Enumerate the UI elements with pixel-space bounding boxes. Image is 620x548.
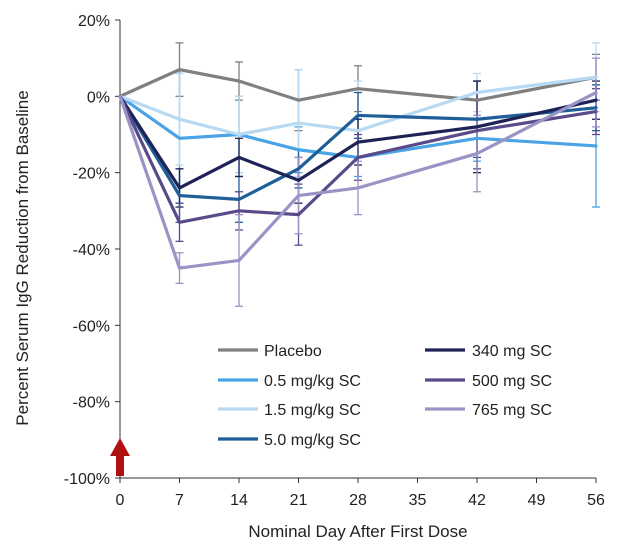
data-point: [237, 197, 241, 201]
data-point: [356, 140, 360, 144]
y-tick-label: 0%: [87, 89, 110, 106]
data-point: [237, 79, 241, 83]
data-point: [594, 91, 598, 95]
data-point: [178, 117, 181, 121]
data-point: [297, 178, 300, 182]
legend-item: Placebo: [218, 343, 322, 360]
data-point: [594, 110, 598, 114]
data-point: [237, 155, 241, 159]
legend-item: 500 mg SC: [425, 373, 552, 390]
legend-label: 0.5 mg/kg SC: [264, 373, 361, 390]
data-point: [475, 117, 479, 121]
data-point: [297, 213, 300, 217]
x-tick-label: 56: [587, 492, 605, 509]
y-tick-label: -100%: [64, 471, 110, 488]
data-point: [356, 186, 360, 190]
legend-label: 5.0 mg/kg SC: [264, 432, 361, 449]
legend-item: 1.5 mg/kg SC: [218, 402, 361, 419]
data-point: [594, 98, 598, 102]
data-point: [237, 133, 241, 136]
x-tick-label: 42: [468, 492, 486, 509]
data-point: [356, 113, 360, 117]
data-point: [297, 98, 300, 102]
legend-label: 340 mg SC: [472, 343, 552, 360]
y-tick-label: -80%: [73, 395, 110, 412]
y-tick-label: 20%: [78, 13, 110, 30]
data-point: [237, 258, 241, 262]
legend-item: 5.0 mg/kg SC: [218, 432, 361, 449]
data-point: [475, 125, 479, 129]
data-point: [178, 186, 181, 190]
x-tick-label: 49: [528, 492, 546, 509]
data-point: [297, 194, 300, 198]
legend-label: 1.5 mg/kg SC: [264, 402, 361, 419]
data-point: [297, 148, 300, 152]
x-tick-label: 28: [349, 492, 367, 509]
data-point: [594, 144, 598, 148]
legend-item: 0.5 mg/kg SC: [218, 373, 361, 390]
data-point: [594, 106, 598, 110]
legend-label: 765 mg SC: [472, 402, 552, 419]
data-point: [178, 220, 181, 224]
data-point: [178, 266, 181, 270]
data-point: [594, 75, 598, 79]
data-point: [178, 194, 181, 198]
data-point: [297, 167, 300, 171]
y-axis-title: Percent Serum IgG Reduction from Baselin…: [13, 90, 32, 425]
dosing-arrow-icon: [110, 438, 130, 476]
data-point: [475, 152, 479, 156]
data-point: [356, 129, 360, 133]
data-point: [237, 209, 241, 213]
x-tick-label: 7: [175, 492, 184, 509]
x-axis-title: Nominal Day After First Dose: [248, 522, 467, 541]
data-point: [297, 121, 300, 125]
y-tick-label: -60%: [73, 318, 110, 335]
x-tick-label: 21: [290, 492, 308, 509]
data-point: [356, 155, 360, 159]
data-point: [356, 87, 360, 91]
legend-item: 765 mg SC: [425, 402, 552, 419]
data-point: [178, 136, 181, 140]
data-point: [475, 136, 479, 140]
legend-label: Placebo: [264, 343, 322, 360]
data-point: [475, 91, 479, 95]
legend-item: 340 mg SC: [425, 343, 552, 360]
y-tick-label: -40%: [73, 242, 110, 259]
data-point: [475, 98, 479, 102]
data-point: [118, 94, 122, 98]
legend-label: 500 mg SC: [472, 373, 552, 390]
y-tick-label: -20%: [73, 166, 110, 183]
data-point: [475, 129, 479, 133]
x-tick-label: 14: [230, 492, 248, 509]
x-tick-label: 35: [409, 492, 427, 509]
data-point: [178, 68, 181, 72]
x-tick-label: 0: [116, 492, 125, 509]
